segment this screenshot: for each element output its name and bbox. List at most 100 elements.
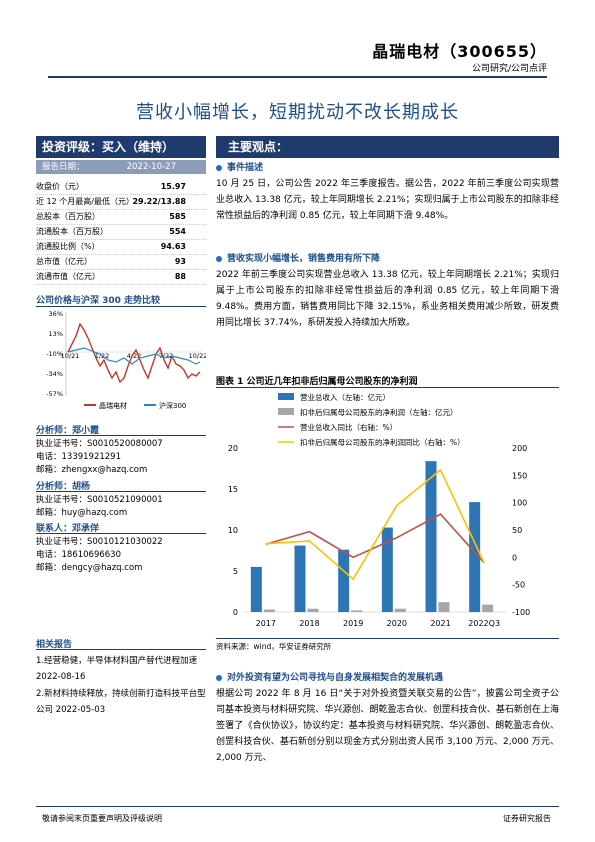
stock-xtick-label: 4/22 — [127, 352, 142, 360]
stock-ytick-label: -34% — [46, 370, 63, 378]
ytick-right: 100 — [512, 499, 527, 508]
bar — [250, 566, 262, 612]
section-title-text: 营收实现小幅增长，销售费用有所下降 — [227, 254, 381, 264]
stock-xtick-label: 10/21 — [61, 352, 80, 360]
bar — [338, 549, 350, 612]
analyst-title: 分析师：胡杨 — [36, 482, 91, 492]
ytick-right: 50 — [512, 526, 522, 535]
metric-label: 流通股比例（%） — [36, 242, 100, 251]
divider — [216, 638, 559, 639]
divider — [36, 649, 206, 650]
divider — [36, 435, 206, 436]
metric-row: 近 12 个月最高/最低（元） 29.22/13.88 — [36, 195, 206, 210]
footer-disclaimer[interactable]: 敬请参阅末页重要声明及评级说明 — [42, 814, 162, 823]
ytick-left: 5 — [233, 567, 238, 576]
ytick-left: 10 — [228, 526, 238, 535]
metric-row: 流通市值（亿元） 88 — [36, 270, 206, 285]
analyst-cert: 执业证书号：S0010521090001 — [36, 495, 163, 505]
section-title: 对外投资有望为公司寻找与自身发展相契合的发展机遇 — [216, 670, 443, 683]
metric-row: 收盘价（元） 15.97 — [36, 180, 206, 195]
date-value: 2022-10-27 — [126, 162, 176, 172]
metric-value: 554 — [169, 227, 186, 236]
xtick-label: 2022Q3 — [468, 619, 500, 628]
legend-label: 扣非后归属母公司股东的净利润同比（右轴：%） — [300, 437, 465, 447]
report-title: 营收小幅增长，短期扰动不改长期成长 — [136, 102, 459, 123]
metric-row: 流通股比例（%） 94.63 — [36, 240, 206, 255]
date-label: 报告日期： — [42, 162, 85, 172]
divider — [36, 533, 206, 534]
bar — [307, 608, 319, 612]
metric-value: 94.63 — [160, 242, 186, 251]
divider — [216, 387, 559, 388]
xtick-label: 2018 — [299, 619, 319, 628]
stock-ytick-label: -10% — [46, 350, 63, 358]
figure-source: 资料来源：wind，华安证券研究所 — [216, 642, 332, 651]
bar — [469, 502, 481, 612]
ytick-left: 15 — [228, 485, 238, 494]
stock-xtick-label: 10/22 — [189, 352, 206, 360]
analyst-email[interactable]: 邮箱：zhengxx@hazq.com — [36, 465, 148, 475]
ytick-right: 0 — [512, 553, 517, 562]
figure-title: 图表 1 公司近几年扣非后归属母公司股东的净利润 — [216, 377, 418, 387]
report-date-row: 报告日期： 2022-10-27 — [36, 160, 206, 174]
section-body: 根据公司 2022 年 8 月 16 日“关于对外投资暨关联交易的公告”，披露公… — [216, 689, 559, 763]
metric-label: 流通股本（百万股） — [36, 227, 108, 236]
bar — [294, 545, 306, 612]
analyst-email[interactable]: 邮箱：dengcy@hazq.com — [36, 563, 143, 573]
bullet-icon — [216, 674, 222, 681]
metric-row: 总市值（亿元） 93 — [36, 255, 206, 270]
xtick-label: 2019 — [343, 619, 363, 628]
company-name: 晶瑞电材（300655） — [372, 42, 547, 61]
stock-ytick-label: 13% — [49, 330, 63, 338]
stock-ytick-label: -57% — [46, 390, 63, 398]
related-report-item[interactable]: 1.经营稳健，半导体材料国产替代进程加速 2022-08-16 — [36, 656, 198, 682]
footer-divider — [36, 806, 559, 807]
analyst-email[interactable]: 邮箱：huy@hazq.com — [36, 508, 128, 518]
bar — [438, 602, 450, 612]
legend-label: 营业总收入同比（右轴：%） — [300, 422, 397, 432]
related-report-item[interactable]: 2.新材料持续释放，持续创新打造科技平台型公司 2022-05-03 — [36, 689, 206, 715]
bar — [263, 609, 275, 612]
index-line — [67, 347, 201, 365]
bar — [425, 461, 437, 612]
divider — [36, 306, 206, 307]
header-divider — [48, 76, 547, 78]
key-views-bar: 主要观点： — [216, 136, 559, 158]
section-title-text: 事件描述 — [227, 163, 264, 173]
metric-label: 近 12 个月最高/最低（元） — [36, 197, 134, 206]
rating-bar: 投资评级：买入（维持） — [36, 136, 206, 158]
report-type: 公司研究/公司点评 — [471, 64, 547, 74]
ytick-right: -100 — [512, 608, 530, 617]
section-title: 营收实现小幅增长，销售费用有所下降 — [216, 251, 380, 264]
xtick-label: 2017 — [256, 619, 276, 628]
section-title: 事件描述 — [216, 160, 263, 173]
analyst-phone: 电话：13391921291 — [36, 452, 121, 462]
legend-company-label: 晶瑞电材 — [99, 401, 127, 410]
stock-xtick-label: 7/22 — [159, 352, 174, 360]
analyst-phone: 电话：18610696630 — [36, 550, 121, 560]
metric-row: 流通股本（百万股） 554 — [36, 225, 206, 240]
section-body: 2022 年前三季度公司实现营业总收入 13.38 亿元，较上年同期增长 2.2… — [216, 270, 559, 328]
metric-value: 15.97 — [160, 182, 186, 191]
legend-label: 扣非后归属母公司股东的净利润（左轴：亿元） — [300, 407, 458, 417]
metric-value: 29.22/13.88 — [132, 197, 186, 206]
metric-value: 88 — [174, 272, 186, 281]
bar — [482, 604, 494, 612]
legend-swatch — [278, 408, 294, 415]
section-title-text: 对外投资有望为公司寻找与自身发展相契合的发展机遇 — [227, 673, 444, 683]
company-price-line — [67, 322, 201, 384]
stock-chart-title: 公司价格与沪深 300 走势比较 — [36, 296, 161, 306]
ytick-right: 150 — [512, 471, 527, 480]
series-line — [265, 513, 485, 564]
xtick-label: 2020 — [387, 619, 407, 628]
legend-label: 营业总收入（左轴：亿元） — [300, 392, 390, 402]
metric-value: 585 — [169, 212, 186, 221]
legend-swatch — [278, 393, 294, 400]
bullet-icon — [216, 255, 222, 262]
divider — [36, 491, 206, 492]
metric-row: 总股本（百万股） 585 — [36, 210, 206, 225]
ytick-left: 20 — [228, 444, 238, 453]
related-reports-title: 相关报告 — [36, 640, 73, 650]
analyst-cert: 执业证书号：S0010121030022 — [36, 537, 163, 547]
section-body: 10 月 25 日，公司公告 2022 年三季度报告。据公告，2022 年前三季… — [216, 179, 559, 221]
